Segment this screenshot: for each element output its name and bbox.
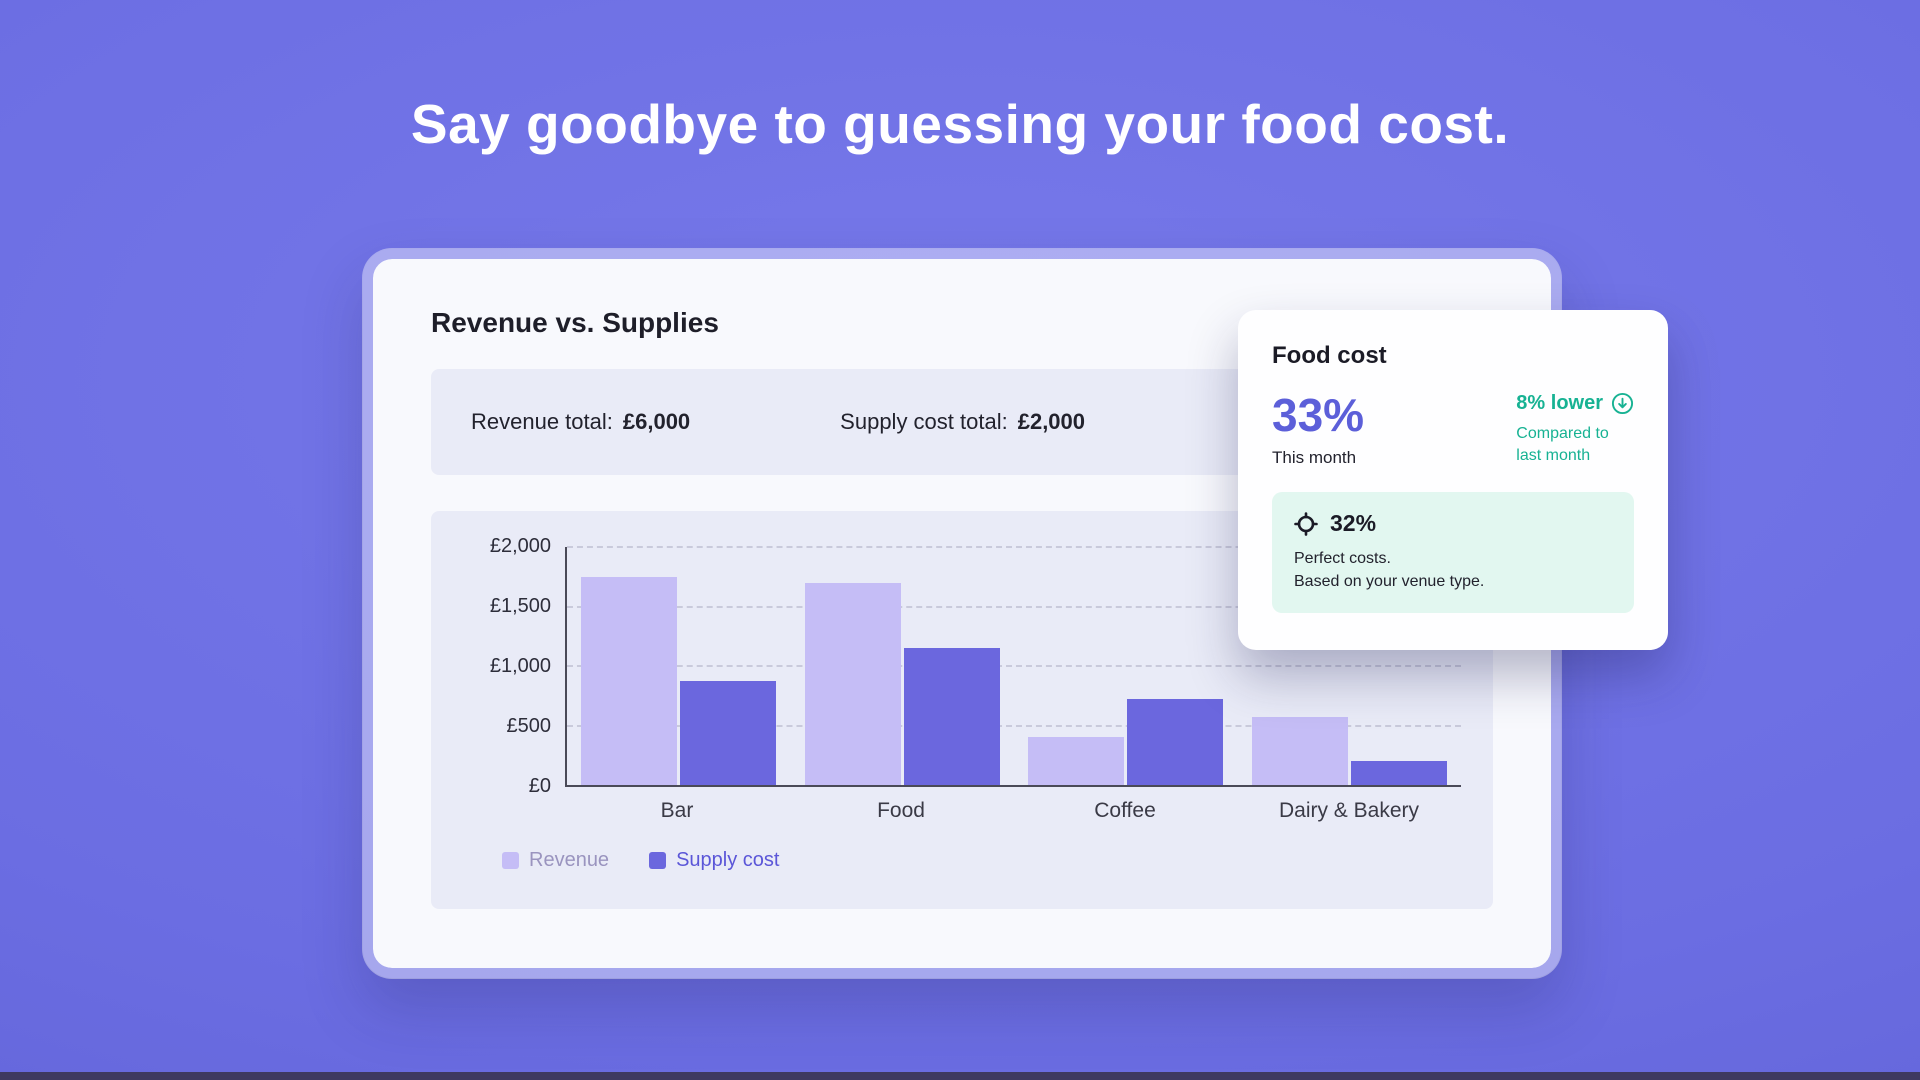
food-cost-card: Food cost 33% This month 8% lower Compar…: [1238, 310, 1668, 650]
food-cost-title: Food cost: [1272, 342, 1387, 369]
x-axis-labels: Bar Food Coffee Dairy & Bakery: [565, 799, 1461, 823]
bar-supply-cost-food: [903, 648, 1000, 785]
bar-revenue-dairy-bakery: [1251, 716, 1348, 785]
bar-supply-cost-dairy-bakery: [1350, 761, 1447, 785]
y-tick-label: £1,500: [489, 595, 551, 617]
y-tick-label: £1,000: [489, 655, 551, 677]
hero-headline: Say goodbye to guessing your food cost.: [410, 93, 1510, 155]
x-axis-label: Food: [877, 799, 925, 822]
this-month-block: 33% This month: [1272, 392, 1364, 468]
bar-group-bar: [581, 547, 777, 785]
bar-supply-cost-coffee: [1127, 698, 1224, 785]
supply-cost-total-value: £2,000: [1017, 409, 1086, 434]
delta-note-line2: last month: [1516, 446, 1591, 464]
x-axis-label: Coffee: [1094, 799, 1156, 822]
y-axis: £0 £500 £1,000 £1,500 £2,000: [455, 535, 565, 797]
target-value: 32%: [1330, 510, 1377, 536]
this-month-value: 33%: [1272, 389, 1365, 441]
supply-cost-total-label: Supply cost total:: [840, 409, 1008, 434]
bar-revenue-coffee: [1028, 737, 1125, 785]
revenue-total-value: £6,000: [622, 409, 691, 434]
legend-swatch: [502, 852, 519, 869]
this-month-label: This month: [1272, 448, 1357, 467]
gridline: [567, 605, 1461, 608]
perfect-cost-text: Perfect costs. Based on your venue type.: [1294, 547, 1612, 593]
card-title: Revenue vs. Supplies: [431, 307, 719, 338]
delta-note-line1: Compared to: [1516, 425, 1609, 442]
target-icon: [1294, 511, 1318, 536]
perfect-cost-line1: Perfect costs.: [1294, 550, 1391, 567]
delta-note: Compared to last month: [1516, 423, 1634, 466]
revenue-total: Revenue total: £6,000: [471, 409, 690, 435]
bar-group-food: [804, 547, 1000, 785]
legend-item-revenue: Revenue: [502, 849, 609, 872]
delta-value: 8% lower: [1516, 392, 1603, 414]
food-cost-stats-row: 33% This month 8% lower Compared to last…: [1272, 392, 1634, 468]
bar-group-dairy-bakery: [1251, 547, 1447, 785]
delta-block: 8% lower Compared to last month: [1516, 392, 1634, 466]
legend-item-supply-cost: Supply cost: [649, 849, 779, 872]
perfect-cost-box: 32% Perfect costs. Based on your venue t…: [1272, 492, 1634, 614]
y-tick-label: £500: [506, 715, 552, 737]
y-tick-label: £0: [528, 775, 551, 797]
perfect-cost-line2: Based on your venue type.: [1294, 573, 1485, 591]
perfect-cost-head: 32%: [1294, 510, 1612, 537]
delta-row: 8% lower: [1516, 392, 1634, 415]
plot-area: [565, 546, 1461, 787]
revenue-total-label: Revenue total:: [471, 409, 613, 434]
gridline: [567, 546, 1461, 548]
arrow-down-circle-icon: [1611, 392, 1634, 415]
x-axis-label: Bar: [660, 799, 694, 822]
bar-chart: £0 £500 £1,000 £1,500 £2,000 Bar Food Coffee Da…: [455, 535, 1469, 823]
chart-legend: Revenue Supply cost: [502, 849, 1469, 872]
supply-cost-total: Supply cost total: £2,000: [840, 409, 1085, 435]
x-axis-label: Dairy & Bakery: [1278, 799, 1420, 822]
gridline: [567, 724, 1461, 727]
bar-revenue-bar: [581, 576, 678, 785]
legend-label: Revenue: [529, 849, 610, 871]
bar-revenue-food: [804, 582, 901, 785]
gridline: [567, 665, 1461, 667]
y-tick-label: £2,000: [489, 535, 551, 557]
plot-column: Bar Food Coffee Dairy & Bakery: [565, 546, 1461, 823]
legend-swatch: [649, 852, 667, 869]
next-section-edge: [0, 1072, 1920, 1080]
legend-label: Supply cost: [676, 849, 780, 871]
bar-supply-cost-bar: [680, 680, 777, 785]
bar-group-coffee: [1028, 547, 1224, 785]
